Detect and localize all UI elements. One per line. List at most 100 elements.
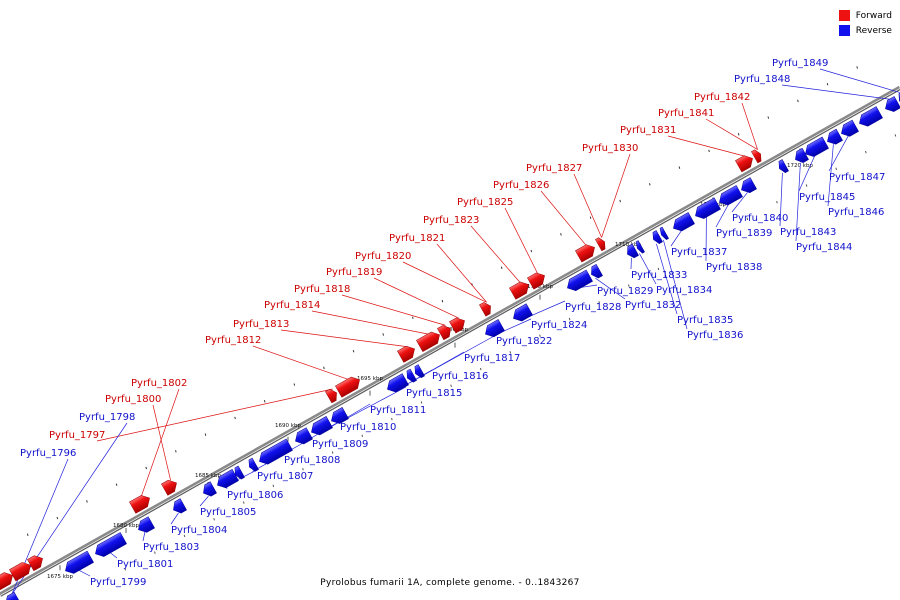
forward-gene-label: Pyrfu_1818 (294, 284, 350, 295)
reverse-gene-arrow (248, 457, 259, 472)
minor-tick (302, 467, 304, 471)
leader-line (828, 135, 849, 172)
reverse-gene-arrow (387, 373, 409, 393)
reverse-gene-arrow (513, 303, 533, 322)
minor-tick (539, 334, 541, 337)
minor-tick (628, 284, 630, 287)
reverse-gene-arrow (673, 212, 695, 232)
minor-tick (589, 216, 592, 219)
minor-tick (509, 351, 512, 354)
leader-line (779, 172, 783, 227)
leader-line (152, 404, 171, 481)
forward-gene-label: Pyrfu_1825 (457, 197, 513, 208)
forward-gene-arrow (0, 572, 13, 592)
minor-tick (86, 500, 88, 503)
reverse-gene-label: Pyrfu_1848 (734, 74, 790, 85)
leader-line (280, 329, 408, 348)
reverse-gene-arrow (414, 364, 425, 379)
reverse-gene-label: Pyrfu_1845 (799, 192, 855, 203)
minor-tick (272, 484, 275, 488)
genome-caption: Pyrolobus fumarii 1A, complete genome. -… (320, 578, 580, 588)
reverse-gene-arrow (695, 197, 721, 219)
gene-shape (138, 516, 155, 533)
gene-shape (652, 230, 663, 244)
reverse-gene-label: Pyrfu_1835 (677, 315, 733, 326)
leader-line (373, 277, 459, 319)
reverse-gene-label: Pyrfu_1833 (631, 270, 687, 281)
forward-gene-label: Pyrfu_1830 (582, 143, 638, 154)
leader-line (540, 190, 587, 247)
minor-tick-marks (26, 66, 897, 571)
forward-gene-label: Pyrfu_1820 (355, 251, 411, 262)
gene-shape (635, 240, 645, 254)
reverse-gene-label: Pyrfu_1837 (671, 247, 727, 258)
leader-line (670, 229, 683, 247)
leader-line (96, 388, 333, 442)
minor-tick (776, 200, 778, 204)
gene-shape (311, 416, 333, 436)
forward-gene-arrow (9, 562, 31, 582)
reverse-gene-arrow (95, 532, 127, 557)
gene-shape (567, 269, 593, 291)
reverse-gene-label: Pyrfu_1840 (732, 213, 788, 224)
leader-line (795, 162, 801, 242)
reverse-gene-arrow (217, 469, 239, 489)
leader-line (338, 386, 407, 424)
leader-line (199, 495, 209, 507)
leader-line (140, 388, 180, 498)
reverse-gene-arrow (778, 159, 789, 174)
reverse-gene-arrow (173, 498, 187, 514)
reverse-gene-label: Pyrfu_1839 (716, 228, 772, 239)
leader-line (252, 345, 350, 381)
gene-shape (695, 197, 721, 219)
minor-tick (412, 316, 414, 320)
minor-tick (323, 366, 325, 370)
gene-shape (335, 376, 360, 398)
minor-tick (530, 249, 533, 253)
leader-line (573, 173, 602, 238)
reverse-gene-arrow (591, 263, 603, 279)
gene-shape (673, 212, 695, 232)
minor-tick (331, 451, 334, 454)
leader-line (77, 569, 91, 577)
gene-shape (406, 368, 417, 383)
reverse-gene-label: Pyrfu_1836 (687, 330, 743, 341)
reverse-gene-label: Pyrfu_1804 (171, 525, 227, 536)
forward-gene-label: Pyrfu_1797 (49, 430, 105, 441)
reverse-gene-label: Pyrfu_1824 (531, 320, 587, 331)
tick-label: 1690 kbp (275, 423, 301, 429)
minor-tick (234, 416, 236, 420)
gene-shape (259, 438, 293, 465)
reverse-gene-arrow (331, 407, 349, 424)
reverse-gene-label: Pyrfu_1822 (496, 336, 552, 347)
leader-line (731, 192, 748, 213)
reverse-gene-label: Pyrfu_1817 (464, 353, 520, 364)
reverse-gene-label: Pyrfu_1816 (432, 371, 488, 382)
forward-swatch (838, 10, 850, 21)
legend: Forward Reverse (838, 8, 892, 38)
minor-tick (805, 184, 808, 187)
reverse-gene-label: Pyrfu_1828 (565, 302, 621, 313)
reverse-gene-arrow (795, 147, 809, 163)
minor-tick (154, 551, 156, 554)
minor-tick (145, 466, 147, 470)
forward-gene-label: Pyrfu_1821 (389, 233, 445, 244)
reverse-gene-arrow (406, 368, 417, 383)
forward-gene-label: Pyrfu_1812 (205, 335, 261, 346)
reverse-gene-arrow (635, 240, 645, 254)
forward-gene-arrow (595, 237, 606, 252)
legend-reverse-label: Reverse (855, 25, 892, 36)
reverse-gene-arrow (841, 119, 859, 137)
reverse-gene-label: Pyrfu_1799 (90, 577, 146, 588)
leader-line (402, 261, 487, 303)
gene-shape (387, 373, 409, 393)
leader-line (311, 310, 430, 335)
forward-gene-arrow (161, 479, 177, 496)
leader-line (639, 253, 657, 285)
reverse-gene-label: Pyrfu_1801 (117, 559, 173, 570)
reverse-gene-label: Pyrfu_1806 (227, 490, 283, 501)
leader-line (819, 68, 900, 93)
forward-gene-arrow (27, 555, 43, 572)
gene-shape (479, 302, 491, 317)
